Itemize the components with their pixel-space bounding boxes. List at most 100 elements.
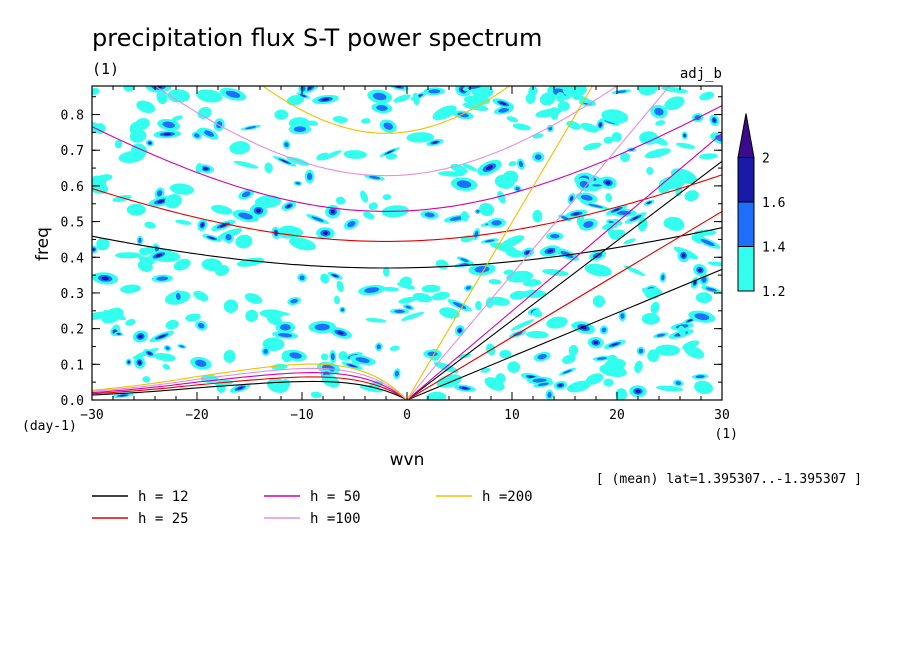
power-blob xyxy=(156,276,169,281)
power-blob xyxy=(632,216,639,220)
colorbar-segment xyxy=(737,201,755,247)
power-blob xyxy=(138,334,143,339)
power-blob xyxy=(117,333,120,335)
power-blob xyxy=(320,273,330,284)
power-blob xyxy=(125,318,136,326)
power-blob xyxy=(115,252,142,259)
power-blob xyxy=(101,276,109,281)
power-blob xyxy=(550,234,560,239)
power-blob xyxy=(512,123,531,131)
power-blob xyxy=(211,204,233,215)
plot-area: −30 −20 −10 0 10 20 30 0.0 0.1 0.2 0.3 0.4 0.5 0.6 0.7… xyxy=(61,85,730,423)
legend-label: h = 50 xyxy=(310,489,361,505)
colorbar-segment xyxy=(737,246,755,292)
kelvin-wave-curve xyxy=(406,86,594,400)
power-blob xyxy=(142,376,151,383)
inertia-gravity-curve xyxy=(92,104,722,212)
power-blob xyxy=(424,212,435,218)
power-blob xyxy=(244,293,263,304)
power-blob xyxy=(197,106,212,120)
power-blob xyxy=(385,153,398,160)
power-blob xyxy=(468,86,482,90)
power-blob xyxy=(289,352,302,359)
power-blob xyxy=(515,186,520,191)
power-blob xyxy=(522,279,542,287)
power-blob xyxy=(499,349,512,359)
power-blob xyxy=(532,378,547,383)
power-blob xyxy=(616,90,627,94)
power-blob xyxy=(368,175,381,180)
power-blob xyxy=(688,319,693,322)
power-blob xyxy=(707,261,722,267)
power-blob xyxy=(295,181,301,185)
power-blob xyxy=(663,218,673,228)
y-tick-label: 0.3 xyxy=(61,287,84,302)
x-tick-label: 10 xyxy=(504,408,520,423)
power-blob xyxy=(164,194,182,209)
power-blob xyxy=(638,348,644,354)
power-blob xyxy=(525,251,530,255)
power-blob xyxy=(336,280,344,293)
power-blob xyxy=(229,141,251,155)
power-blob xyxy=(497,190,506,204)
power-blob xyxy=(507,361,521,374)
power-blob xyxy=(162,363,171,370)
power-blob xyxy=(525,92,536,104)
y-axis-label: freq xyxy=(33,227,53,261)
power-blob xyxy=(347,221,356,228)
power-blob xyxy=(421,284,441,293)
kelvin-wave-curve xyxy=(406,210,722,400)
power-blob xyxy=(156,90,168,105)
power-blob xyxy=(428,89,441,94)
power-blob xyxy=(381,286,400,292)
colorbar-label: 2 xyxy=(762,152,770,167)
power-blob xyxy=(155,253,163,258)
power-blob xyxy=(153,352,176,362)
power-blob xyxy=(518,161,524,168)
power-blob xyxy=(510,319,535,331)
power-blob xyxy=(289,237,316,251)
power-blob xyxy=(532,209,543,223)
power-blob xyxy=(386,150,393,154)
power-blob xyxy=(365,318,387,323)
power-blob xyxy=(601,327,607,333)
colorbar-label: 1.4 xyxy=(762,241,786,256)
power-blob xyxy=(585,373,604,385)
power-blob xyxy=(705,287,717,292)
chart-subtitle-left: (1) xyxy=(92,60,119,78)
power-blob xyxy=(557,101,570,111)
power-blob xyxy=(611,343,618,346)
power-blob xyxy=(361,118,371,124)
power-blob xyxy=(277,333,293,338)
legend: h = 12 h = 25 h = 50 h =100 h =200 xyxy=(92,489,533,527)
power-blob xyxy=(376,344,381,350)
kelvin-wave-curve xyxy=(406,268,722,400)
power-blob xyxy=(306,120,319,126)
power-blob xyxy=(412,292,432,303)
power-blob xyxy=(664,96,685,111)
power-blob xyxy=(562,354,576,365)
power-blob xyxy=(333,295,341,305)
inertia-gravity-curve xyxy=(154,86,618,177)
power-blob xyxy=(601,109,629,124)
power-blob xyxy=(360,190,369,203)
power-blob xyxy=(484,239,495,243)
power-blob xyxy=(134,117,150,131)
power-blob xyxy=(457,112,469,118)
y-tick-label: 0.2 xyxy=(61,323,84,338)
power-blob xyxy=(607,354,618,365)
power-blob xyxy=(588,203,604,208)
power-blob xyxy=(475,300,482,311)
power-blob xyxy=(465,286,471,290)
y-tick-label: 0.7 xyxy=(61,144,84,159)
power-blob xyxy=(256,208,261,213)
colorbar-label: 1.2 xyxy=(762,285,785,300)
power-blob xyxy=(647,201,651,204)
y-tick-label: 0.4 xyxy=(61,251,85,266)
power-blob xyxy=(620,152,631,163)
power-blob xyxy=(534,154,542,160)
power-blob xyxy=(484,377,505,391)
power-blob xyxy=(646,166,654,175)
power-blob xyxy=(185,313,201,322)
